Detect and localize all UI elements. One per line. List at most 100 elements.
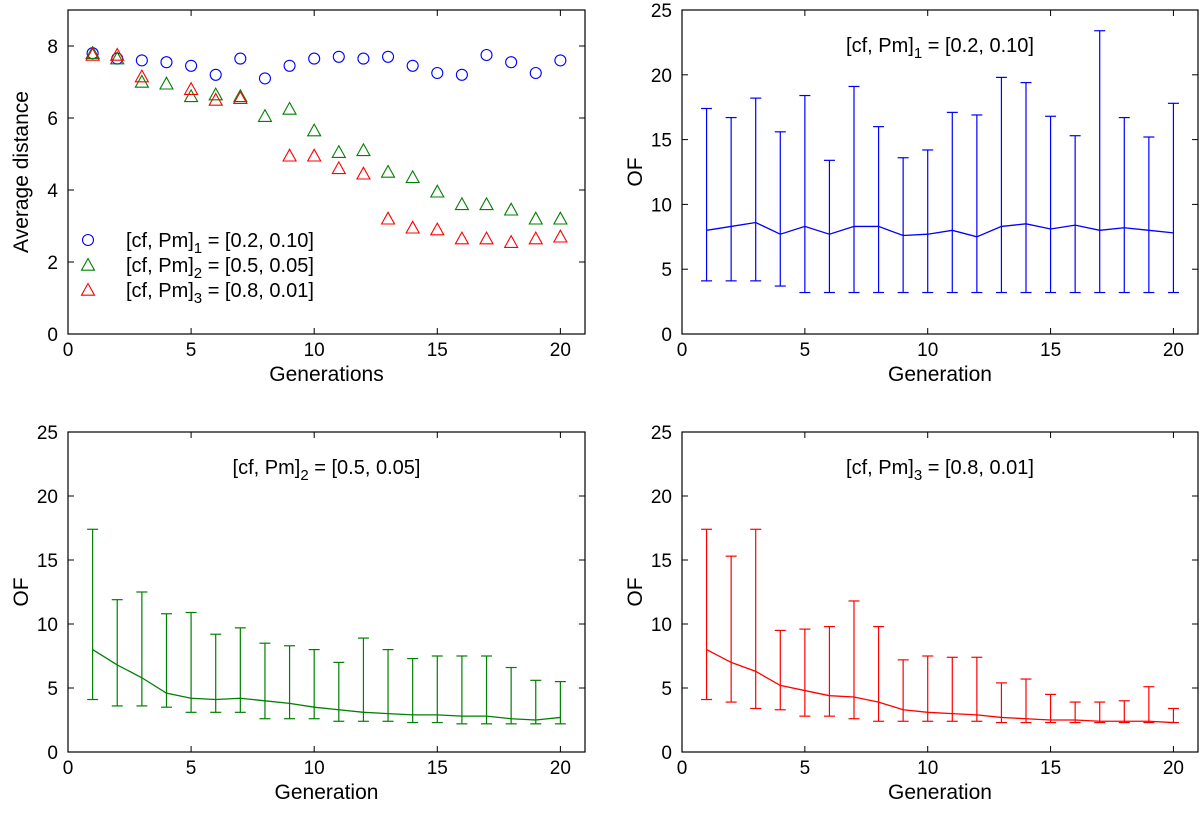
data-point — [159, 76, 174, 90]
legend-label: [cf, Pm]3 = [0.8, 0.01] — [126, 280, 314, 307]
plot-frame — [681, 431, 1199, 753]
data-point — [306, 148, 322, 162]
x-tick-label: 0 — [63, 340, 74, 361]
x-tick-label: 10 — [917, 758, 938, 779]
data-point — [429, 184, 445, 198]
legend-marker — [80, 257, 96, 271]
series-1 — [86, 47, 567, 85]
data-point — [454, 230, 470, 245]
data-point — [331, 144, 347, 158]
data-point — [232, 90, 248, 104]
y-tick-label: 10 — [651, 195, 672, 216]
chart-3: 0 5 10 15 20 0 5 10 15 20 25 Generation OF [cf, Pm]2 … — [10, 423, 586, 804]
mean-line — [706, 221, 1174, 238]
y-tick-label: 0 — [47, 743, 58, 764]
data-point — [528, 211, 544, 225]
data-point — [554, 54, 567, 67]
data-point — [406, 59, 419, 72]
y-tick-label: 2 — [47, 253, 58, 274]
x-tick-label: 20 — [550, 758, 571, 779]
y-tick-label: 15 — [651, 551, 672, 572]
y-axis-label: OF — [624, 157, 647, 186]
legend-main: [cf, Pm] — [126, 255, 194, 277]
annotation-rest: = [0.5, 0.05] — [309, 457, 421, 479]
y-tick-label: 25 — [651, 423, 672, 444]
plot-frame — [67, 9, 586, 335]
y-tick-label: 8 — [47, 37, 58, 58]
y-tick-label: 5 — [47, 679, 58, 700]
data-point — [234, 52, 247, 65]
legend-rest: = [0.2, 0.10] — [202, 230, 314, 252]
chart-annotation: [cf, Pm]3 = [0.8, 0.01] — [846, 457, 1034, 484]
data-point — [232, 88, 248, 103]
data-point — [529, 66, 542, 80]
x-axis-label: Generations — [269, 363, 383, 386]
legend-rest: = [0.8, 0.01] — [202, 280, 314, 302]
legend-sub: 1 — [194, 240, 202, 257]
data-point — [355, 142, 371, 157]
x-tick-label: 15 — [427, 758, 448, 779]
data-point — [480, 48, 493, 62]
legend-label: [cf, Pm]1 = [0.2, 0.10] — [126, 230, 314, 257]
series-2 — [85, 45, 568, 225]
legend-main: [cf, Pm] — [126, 280, 194, 302]
x-axis-label: Generation — [275, 781, 379, 804]
y-tick-label: 20 — [651, 66, 672, 87]
mean-line — [706, 649, 1174, 724]
data-point — [405, 169, 421, 184]
data-point — [135, 54, 148, 67]
y-tick-label: 15 — [37, 551, 58, 572]
y-tick-label: 0 — [47, 325, 58, 346]
data-point — [332, 50, 345, 63]
y-tick-label: 15 — [651, 131, 672, 152]
x-tick-label: 0 — [677, 758, 688, 779]
chart-1: 0 5 10 15 20 0 2 4 6 8 Generations Average distance… — [10, 9, 586, 386]
data-point — [208, 86, 224, 101]
legend-main: [cf, Pm] — [126, 230, 194, 252]
data-point — [208, 92, 224, 106]
data-point — [85, 47, 101, 61]
y-tick-label: 10 — [37, 615, 58, 636]
y-tick-label: 4 — [47, 181, 58, 202]
data-point — [454, 196, 470, 211]
annotation-sub: 2 — [300, 467, 308, 484]
mean-line — [92, 649, 561, 721]
x-tick-label: 20 — [550, 340, 571, 361]
data-point — [505, 56, 518, 69]
data-point — [183, 88, 199, 103]
data-point — [257, 108, 273, 122]
data-point — [429, 221, 445, 236]
x-tick-label: 15 — [1040, 758, 1061, 779]
x-tick-label: 0 — [63, 758, 74, 779]
y-axis-label: OF — [10, 577, 33, 606]
annotation-main: [cf, Pm] — [233, 457, 301, 479]
data-point — [306, 122, 322, 137]
y-axis-label: OF — [624, 577, 647, 606]
x-tick-label: 10 — [304, 340, 325, 361]
data-point — [431, 66, 444, 80]
y-tick-label: 0 — [661, 743, 672, 764]
x-tick-label: 10 — [304, 758, 325, 779]
x-tick-label: 15 — [427, 340, 448, 361]
y-tick-label: 6 — [47, 109, 58, 130]
annotation-main: [cf, Pm] — [846, 35, 914, 57]
annotation-rest: = [0.8, 0.01] — [922, 457, 1034, 479]
data-point — [282, 101, 298, 115]
x-tick-label: 5 — [800, 340, 811, 361]
data-point — [552, 211, 568, 225]
data-point — [160, 56, 173, 69]
y-tick-label: 25 — [37, 423, 58, 444]
annotation-sub: 1 — [914, 45, 922, 62]
x-tick-label: 10 — [917, 340, 938, 361]
legend-marker — [80, 282, 96, 296]
x-tick-label: 5 — [186, 340, 197, 361]
y-axis-label: Average distance — [10, 91, 33, 253]
data-point — [380, 164, 396, 178]
data-point — [282, 148, 298, 162]
data-point — [283, 59, 296, 72]
series-3 — [85, 47, 568, 248]
data-point — [331, 160, 347, 175]
x-tick-label: 15 — [1040, 340, 1061, 361]
legend-sub: 3 — [194, 290, 202, 307]
data-point — [381, 50, 395, 63]
